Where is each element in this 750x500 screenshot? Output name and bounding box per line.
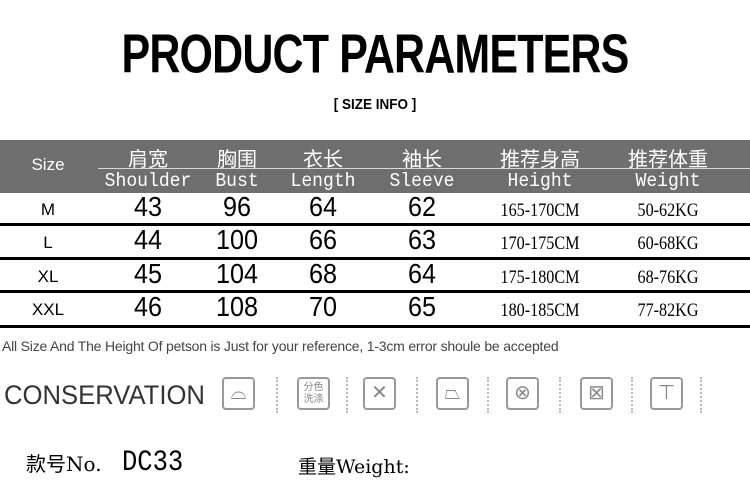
no-dry-clean-icon: ⊗ bbox=[506, 377, 539, 410]
table-cell: 62 bbox=[407, 191, 437, 222]
size-disclaimer: All Size And The Height Of petson is Jus… bbox=[2, 338, 559, 354]
header-bust-zh: 胸围 bbox=[217, 147, 257, 171]
header-bust-en: Bust bbox=[215, 170, 259, 192]
header-height-zh: 推荐身高 bbox=[500, 147, 580, 171]
header-height-en: Height bbox=[507, 170, 573, 192]
hand-wash-icon: ⌓ bbox=[222, 377, 255, 410]
table-cell: 165-170CM bbox=[500, 200, 580, 221]
weight-label: 重量Weight: bbox=[298, 456, 410, 478]
table-row: XL 45 104 68 64 175-180CM 68-76KG bbox=[0, 258, 750, 293]
table-cell: 170-175CM bbox=[500, 233, 580, 254]
section-subtitle: [ SIZE INFO ] bbox=[333, 96, 417, 113]
table-cell: 96 bbox=[222, 191, 252, 222]
table-cell: 104 bbox=[215, 258, 259, 289]
table-row: XXL 46 108 70 65 180-185CM 77-82KG bbox=[0, 291, 750, 328]
header-size: Size bbox=[31, 155, 65, 174]
table-cell: 66 bbox=[308, 224, 338, 255]
size-cell: XXL bbox=[31, 300, 65, 319]
table-row: L 44 100 66 63 170-175CM 60-68KG bbox=[0, 224, 750, 260]
table-cell: 50-62KG bbox=[637, 200, 699, 221]
separator bbox=[415, 377, 418, 413]
table-cell: 63 bbox=[407, 224, 437, 255]
conservation-label: CONSERVATION bbox=[4, 380, 205, 410]
separator bbox=[631, 377, 633, 413]
table-cell: 45 bbox=[133, 258, 163, 289]
header-sleeve-en: Sleeve bbox=[389, 170, 455, 192]
header-shoulder-en: Shoulder bbox=[104, 170, 192, 192]
table-cell: 108 bbox=[215, 291, 259, 322]
separator bbox=[487, 377, 489, 413]
no-tumble-dry-icon: ⊠ bbox=[580, 377, 613, 410]
table-row: M 43 96 64 62 165-170CM 50-62KG bbox=[0, 191, 750, 226]
table-cell: 68-76KG bbox=[637, 267, 699, 288]
table-cell: 77-82KG bbox=[637, 300, 699, 321]
size-cell: L bbox=[43, 233, 53, 252]
iron-low-icon: ⏢ bbox=[436, 377, 469, 410]
table-cell: 64 bbox=[308, 191, 338, 222]
separator bbox=[700, 377, 702, 413]
table-cell: 70 bbox=[308, 291, 338, 322]
table-cell: 100 bbox=[215, 224, 259, 255]
wash-separately-icon: 分色洗涤 bbox=[297, 377, 330, 410]
separator bbox=[346, 377, 348, 413]
size-table-header: Size 肩宽 Shoulder 胸围 Bust 衣长 Length 袖长 Sleeve 推荐身… bbox=[0, 140, 750, 193]
table-cell: 65 bbox=[407, 291, 437, 322]
size-cell: XL bbox=[37, 267, 59, 286]
table-cell: 175-180CM bbox=[500, 267, 580, 288]
page-title: PRODUCT PARAMETERS bbox=[121, 23, 630, 85]
header-length-zh: 衣长 bbox=[303, 147, 343, 171]
table-cell: 180-185CM bbox=[500, 300, 580, 321]
separator bbox=[559, 377, 561, 413]
style-number-value: DC33 bbox=[122, 446, 184, 480]
header-divider bbox=[98, 168, 750, 169]
header-shoulder-zh: 肩宽 bbox=[128, 147, 168, 171]
no-bleach-icon: ✕ bbox=[363, 377, 396, 410]
table-cell: 64 bbox=[407, 258, 437, 289]
header-length-en: Length bbox=[290, 170, 356, 192]
table-cell: 44 bbox=[133, 224, 163, 255]
header-sleeve-zh: 袖长 bbox=[402, 147, 442, 171]
table-cell: 46 bbox=[133, 291, 163, 322]
header-weight-zh: 推荐体重 bbox=[628, 147, 708, 171]
table-cell: 43 bbox=[133, 191, 163, 222]
wash-separately-text: 分色洗涤 bbox=[303, 382, 324, 405]
header-weight-en: Weight bbox=[635, 170, 701, 192]
style-number-label: 款号No. bbox=[26, 452, 102, 476]
separator bbox=[275, 377, 278, 413]
table-cell: 68 bbox=[308, 258, 338, 289]
dry-flat-icon: ⊤ bbox=[650, 377, 683, 410]
table-cell: 60-68KG bbox=[637, 233, 699, 254]
size-cell: M bbox=[40, 200, 56, 219]
